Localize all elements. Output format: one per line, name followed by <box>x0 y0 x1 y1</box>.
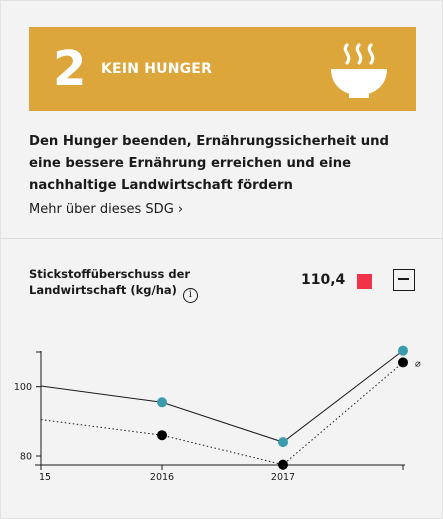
status-indicator <box>357 274 372 289</box>
food-bowl-icon <box>331 43 387 98</box>
average-symbol: ⌀ <box>415 358 421 369</box>
data-point <box>398 357 408 368</box>
data-point <box>157 430 167 441</box>
collapse-button[interactable] <box>393 269 415 291</box>
y-tick-label: 100 <box>14 382 32 393</box>
sdg-banner: 2 KEIN HUNGER <box>29 27 416 111</box>
data-point <box>278 459 288 470</box>
info-icon[interactable]: i <box>182 288 198 303</box>
data-point <box>157 397 167 408</box>
indicator-title: Stickstoffüberschuss der Landwirtschaft … <box>29 266 279 303</box>
sdg-description: Den Hunger beenden, Ernährungssicherheit… <box>29 134 389 193</box>
x-tick-label: 15 <box>39 472 51 483</box>
sdg-number: 2 <box>53 41 87 97</box>
series-line <box>40 362 404 466</box>
series-line <box>40 350 404 443</box>
indicator-chart: 100 80 15 2016 2017 ⌀ <box>14 345 421 483</box>
more-about-sdg-link[interactable]: Mehr über dieses SDG › <box>29 202 184 217</box>
divider <box>1 238 443 239</box>
data-point <box>278 437 288 448</box>
indicator-value: 110,4 <box>301 272 346 288</box>
indicator-title-text: Stickstoffüberschuss der Landwirtschaft … <box>29 267 191 297</box>
y-tick-label: 80 <box>20 452 32 463</box>
sdg-title: KEIN HUNGER <box>101 61 213 77</box>
data-point <box>398 345 408 356</box>
x-tick-label: 2017 <box>271 472 295 483</box>
x-tick-label: 2016 <box>150 472 174 483</box>
